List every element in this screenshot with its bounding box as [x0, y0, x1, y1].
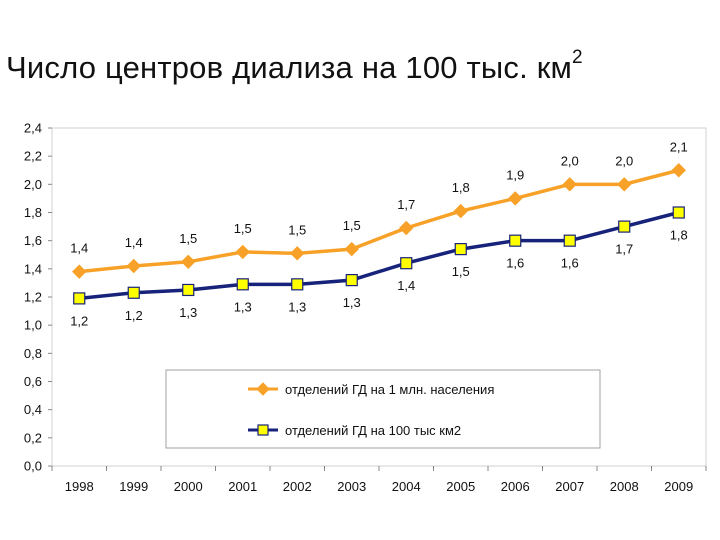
x-tick-label: 2003 — [337, 479, 366, 494]
series-2-point — [345, 274, 358, 287]
x-tick-label: 2001 — [228, 479, 257, 494]
series-2-data-label: 1,7 — [615, 242, 633, 257]
series-1-data-label: 2,1 — [670, 139, 688, 154]
x-tick-label: 1999 — [119, 479, 148, 494]
series-2-point — [563, 234, 576, 247]
series-1-point — [562, 177, 577, 192]
legend-label-series-1: отделений ГД на 1 млн. населения — [285, 382, 494, 397]
y-tick-label: 1,0 — [24, 318, 42, 333]
series-2-data-label: 1,3 — [179, 305, 197, 320]
series-2-point — [291, 278, 304, 291]
series-2-point — [73, 292, 86, 305]
series-2-data-label: 1,2 — [125, 308, 143, 323]
x-tick-label: 2000 — [174, 479, 203, 494]
y-tick-label: 2,4 — [24, 121, 42, 136]
series-2-data-label: 1,6 — [506, 256, 524, 271]
x-tick-label: 2002 — [283, 479, 312, 494]
series-1-data-label: 2,0 — [615, 153, 633, 168]
legend: отделений ГД на 1 млн. населения отделен… — [165, 369, 601, 449]
series-1-data-label: 1,5 — [288, 222, 306, 237]
series-2-data-label: 1,4 — [397, 278, 415, 293]
series-1-point — [181, 254, 196, 269]
series-1-point — [617, 177, 632, 192]
legend-marker-series-2 — [257, 424, 269, 436]
y-tick-label: 1,2 — [24, 290, 42, 305]
series-2-data-label: 1,3 — [288, 299, 306, 314]
series-2-data-label: 1,8 — [670, 228, 688, 243]
series-2-point — [618, 220, 631, 233]
y-tick-label: 0,4 — [24, 402, 42, 417]
y-tick-label: 2,0 — [24, 177, 42, 192]
y-tick-label: 0,6 — [24, 374, 42, 389]
series-2-data-label: 1,5 — [452, 264, 470, 279]
series-2-line — [79, 210, 680, 301]
series-1-point — [671, 163, 686, 178]
x-tick-label: 2009 — [664, 479, 693, 494]
series-1-data-label: 1,5 — [343, 218, 361, 233]
series-layer — [72, 163, 686, 305]
series-2-data-label: 1,6 — [561, 256, 579, 271]
series-1-point — [126, 258, 141, 274]
y-tick-label: 2,2 — [24, 149, 42, 164]
y-tick-label: 1,8 — [24, 205, 42, 220]
series-2-data-label: 1,3 — [234, 299, 252, 314]
series-1-data-label: 1,9 — [506, 167, 524, 182]
series-1-point — [235, 244, 250, 260]
series-1-point — [72, 264, 87, 279]
series-1-point — [508, 191, 523, 206]
series-2-point — [672, 206, 685, 219]
series-1-data-label: 1,4 — [70, 241, 88, 256]
legend-box — [165, 369, 601, 449]
y-tick-label: 0,2 — [24, 430, 42, 445]
series-2-point — [236, 278, 249, 291]
series-1-data-label: 2,0 — [561, 153, 579, 168]
series-2-point — [182, 283, 195, 297]
x-tick-label: 2005 — [446, 479, 475, 494]
x-tick-label: 2004 — [392, 479, 421, 494]
legend-label-series-2: отделений ГД на 100 тыс км2 — [285, 423, 461, 438]
series-2-data-label: 1,2 — [70, 313, 88, 328]
series-1-line — [79, 168, 680, 274]
series-2-point — [454, 243, 467, 256]
series-1-point — [399, 220, 414, 236]
series-1-point — [453, 203, 468, 219]
y-tick-label: 0,0 — [24, 459, 42, 474]
title-superscript: 2 — [572, 46, 583, 68]
x-tick-label: 2007 — [555, 479, 584, 494]
series-1-data-label: 1,4 — [125, 235, 143, 250]
x-tick-label: 1998 — [65, 479, 94, 494]
series-2-point — [509, 234, 522, 247]
page-title: Число центров диализа на 100 тыс. км2 — [6, 46, 720, 86]
legend-square-marker — [257, 424, 269, 436]
x-tick-label: 2006 — [501, 479, 530, 494]
y-tick-label: 0,8 — [24, 346, 42, 361]
series-2-data-label: 1,3 — [343, 295, 361, 310]
data-labels: 1,4 1,4 1,5 1,5 1,5 1,5 1,7 1,8 1,9 2,0 2,0 2,1 1,2 1… — [70, 139, 688, 328]
y-tick-label: 1,4 — [24, 261, 42, 276]
series-1-point — [290, 246, 305, 261]
legend-diamond-marker — [256, 382, 270, 396]
series-1-data-label: 1,5 — [179, 231, 197, 246]
x-tick-label: 2008 — [610, 479, 639, 494]
legend-marker-series-1 — [256, 382, 270, 396]
series-1-data-label: 1,5 — [234, 221, 252, 236]
series-2-point — [127, 286, 140, 299]
axes: 0,0 0,2 0,4 0,6 0,8 1,0 1,2 1,4 1,6 1,8 2,0 2,2 2,4 1… — [24, 121, 707, 494]
series-1-point — [344, 241, 359, 257]
series-1-data-label: 1,8 — [452, 180, 470, 195]
series-1-data-label: 1,7 — [397, 197, 415, 212]
y-tick-label: 1,6 — [24, 233, 42, 248]
title-text: Число центров диализа на 100 тыс. км — [6, 50, 573, 85]
series-2-point — [400, 257, 413, 270]
